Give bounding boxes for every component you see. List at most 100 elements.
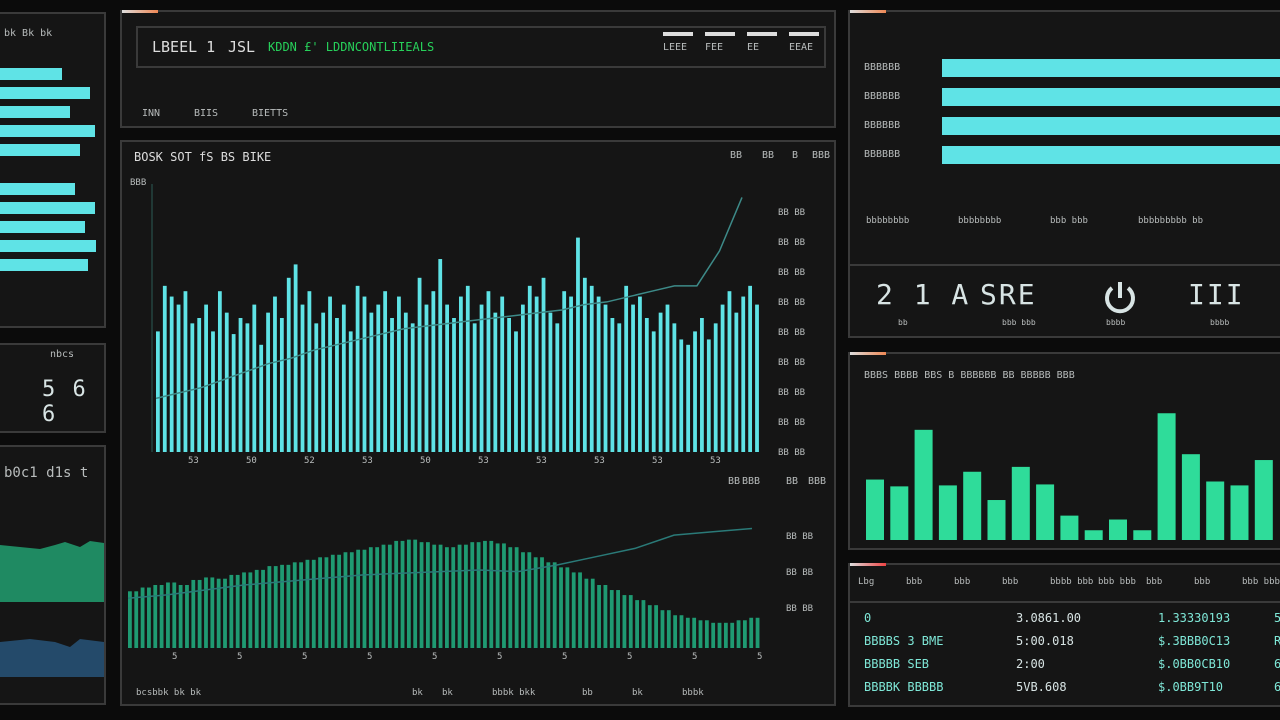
header-bar: LBEEL 1 JSL KDDN £' LDDNCONTLIIEALS LEEE… (136, 26, 826, 68)
power-icon[interactable] (1100, 278, 1140, 318)
bar (383, 291, 388, 452)
area-bar (673, 615, 678, 648)
lower-control-1[interactable]: BB (728, 476, 741, 487)
right-bar-chart (866, 413, 1273, 540)
area-bar (508, 547, 513, 648)
bar (156, 331, 160, 452)
tab-1[interactable]: INN (142, 108, 161, 119)
bar (569, 296, 573, 452)
bar (755, 304, 759, 452)
bar (279, 318, 284, 452)
control-2[interactable]: BB (762, 150, 775, 161)
table-cell: 0 (864, 611, 872, 625)
left-bar (0, 202, 95, 214)
control-1[interactable]: BB (730, 150, 743, 161)
panel-accent (850, 352, 886, 355)
area-bar (698, 620, 703, 648)
trend-line (155, 197, 743, 400)
area-bar (603, 585, 608, 648)
bar (390, 318, 394, 452)
lower-x-tick-label: 5 (237, 652, 243, 662)
bar (204, 304, 208, 452)
table-row: BBBBK BBBBB 5VB.608 $.0BB9T10 6 (850, 680, 1280, 702)
main-chart-panel: BOSK SOT fS BS BIKE BB BB B BBB BB BBB B… (120, 140, 836, 706)
bar (245, 323, 250, 452)
tab-3[interactable]: BIETTS (252, 108, 289, 119)
column-header: bbb bbbb (1242, 577, 1280, 587)
area-bar (533, 557, 538, 648)
x-tick-label: 53 (594, 456, 605, 466)
lower-x-tick-label: 5 (692, 652, 698, 662)
y-tick-label: BB BB (778, 238, 806, 248)
lower-control-3[interactable]: BB (786, 476, 799, 487)
bar (224, 312, 229, 452)
area-bar (502, 543, 506, 648)
lower-control-2[interactable]: BBB (742, 476, 761, 487)
metric-value: SRE (980, 278, 1037, 311)
bar (1133, 530, 1152, 540)
bar (644, 318, 649, 452)
bar (300, 304, 305, 452)
table-row: BBBBB SEB 2:00 $.0BB0CB10 6 (850, 657, 1280, 679)
bar (596, 296, 601, 452)
bar (987, 500, 1006, 540)
left-bar (0, 106, 70, 118)
bar (266, 312, 270, 452)
area-bar (406, 539, 411, 648)
y-tick-label: BB BB (778, 208, 806, 218)
table-cell: 6 (1274, 657, 1280, 671)
area-bar (267, 566, 272, 648)
main-bar-chart (127, 184, 760, 648)
bar (465, 285, 470, 452)
control-4[interactable]: BBB (812, 150, 831, 161)
lower-x-tick-label: 5 (562, 652, 568, 662)
bar (162, 285, 167, 452)
bar (562, 291, 567, 452)
header-button-bar (789, 32, 819, 36)
y-tick-label: BB BB (778, 268, 806, 278)
bar (452, 318, 456, 452)
lower-x-tick-label: 5 (172, 652, 178, 662)
area-bar (248, 572, 253, 648)
table-cell: 5VB.608 (1016, 680, 1067, 694)
area-bar (457, 544, 462, 648)
footer-label: bbbk (682, 688, 704, 698)
bar (1036, 484, 1055, 540)
bar (631, 304, 635, 452)
area-bar (749, 617, 754, 648)
area-bar (635, 600, 640, 648)
bar (348, 331, 353, 452)
bar (438, 259, 443, 452)
left-area-chart (0, 541, 104, 677)
bar (700, 318, 704, 452)
footer-label: bb (582, 688, 593, 698)
x-tick-label: 53 (536, 456, 547, 466)
header-button-bar (747, 32, 777, 36)
bar (238, 318, 243, 452)
progress-bar (942, 117, 1280, 135)
bar (534, 296, 539, 452)
table-cell: R (1274, 634, 1280, 648)
bar (1181, 454, 1200, 540)
bar-label: BBBBBB (864, 91, 901, 102)
area-bar (330, 554, 335, 648)
footer-label: bbbk bkk (492, 688, 536, 698)
area-bar (514, 547, 519, 648)
area-bar (159, 585, 164, 648)
lower-control-4[interactable]: BBB (808, 476, 827, 487)
area-bar (692, 617, 697, 648)
header-button[interactable]: EEAE (789, 42, 814, 53)
header-button[interactable]: FEE (705, 42, 724, 53)
header-button[interactable]: LEEE (663, 42, 688, 53)
area-bar (451, 547, 456, 648)
progress-bar (942, 88, 1280, 106)
left-bar (0, 259, 88, 271)
tab-2[interactable]: BIIS (194, 108, 219, 119)
area-bar (432, 544, 437, 648)
header-code: JSL (228, 38, 256, 56)
bar (1254, 460, 1273, 540)
header-button[interactable]: EE (747, 42, 760, 53)
metric-label: bbbb (1210, 318, 1230, 327)
control-3[interactable]: B (792, 150, 799, 161)
x-tick-label: 52 (304, 456, 315, 466)
